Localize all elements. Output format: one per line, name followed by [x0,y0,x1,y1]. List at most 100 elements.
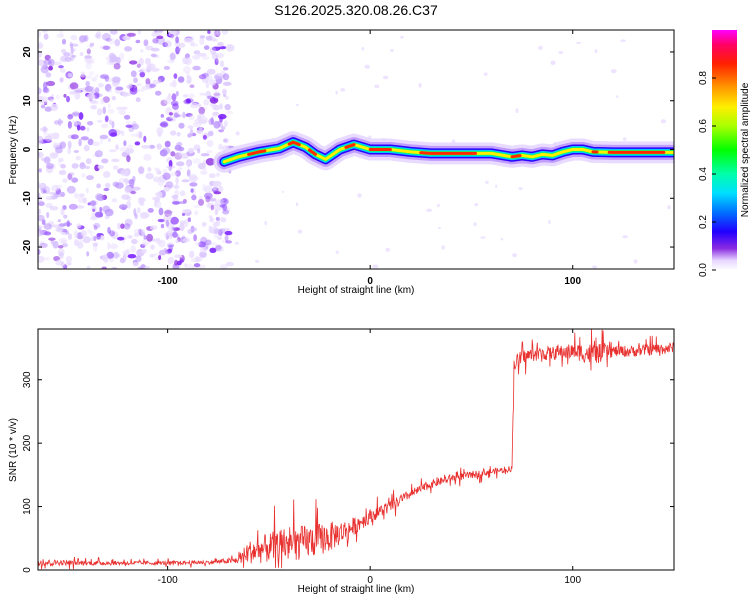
noise-speckle [172,201,181,205]
noise-speckle [46,165,54,174]
noise-speckle [80,71,86,78]
noise-speckle [111,96,117,101]
noise-speckle [153,252,161,257]
noise-speckle [80,230,87,237]
noise-speckle [485,180,489,184]
noise-speckle [123,114,131,120]
noise-speckle [94,87,100,94]
noise-speckle [182,94,189,98]
noise-speckle [184,263,188,268]
noise-speckle [40,187,46,194]
noise-speckle [108,149,117,153]
noise-speckle [150,244,155,250]
noise-speckle [138,69,144,73]
noise-speckle [217,185,224,193]
noise-speckle [213,228,222,234]
noise-speckle [108,119,113,125]
noise-speckle [55,259,64,266]
noise-speckle [147,208,154,213]
noise-speckle [137,266,142,269]
noise-speckle [218,129,225,133]
noise-speckle [134,141,141,146]
noise-speckle [170,151,176,157]
noise-speckle [38,96,44,104]
noise-speckle [193,50,201,55]
noise-speckle [69,43,79,47]
noise-speckle [59,55,67,63]
noise-speckle [610,69,617,74]
noise-speckle [91,77,98,82]
noise-speckle [184,57,192,66]
noise-speckle [56,33,65,39]
noise-speckle [167,215,172,222]
noise-speckle [206,139,214,148]
noise-speckle [99,206,103,213]
noise-speckle [198,198,204,206]
noise-speckle [122,35,130,41]
noise-speckle [169,33,174,39]
noise-speckle [73,192,79,199]
noise-speckle [40,60,47,69]
noise-speckle [197,113,206,119]
noise-speckle [167,256,175,265]
noise-speckle [127,235,133,239]
noise-speckle [121,206,127,211]
noise-speckle [86,48,91,55]
noise-speckle [199,92,208,96]
noise-speckle [86,93,96,100]
noise-speckle [82,197,87,204]
colorbar-tick-label: 0.4 [698,167,709,181]
noise-speckle [89,200,97,207]
noise-speckle [129,87,138,95]
noise-speckle [145,83,150,88]
noise-speckle [52,132,60,140]
noise-speckle [255,259,260,263]
noise-speckle [178,150,183,157]
noise-speckle [219,60,225,68]
noise-speckle [157,239,166,248]
noise-speckle [148,144,156,149]
noise-speckle [212,104,221,111]
noise-speckle [558,51,564,54]
noise-speckle [131,123,140,130]
noise-speckle [158,207,164,216]
noise-speckle [92,141,100,147]
snr-y-axis-label: SNR (10 * v/v) [8,418,19,482]
noise-speckle [214,75,221,80]
noise-speckle [118,52,125,61]
noise-speckle [48,58,52,65]
noise-speckle [75,155,81,161]
noise-speckle [86,265,91,269]
noise-speckle [154,240,163,244]
noise-speckle [57,219,61,223]
noise-speckle [149,253,156,258]
noise-speckle [205,158,215,166]
noise-speckle [222,73,230,81]
noise-speckle [667,205,671,210]
noise-speckle [176,132,181,137]
noise-speckle [113,63,121,70]
noise-speckle [79,162,86,170]
noise-speckle [178,167,183,171]
ridge-peak [307,148,317,156]
noise-speckle [120,130,125,137]
noise-speckle [71,134,79,140]
noise-speckle [226,110,234,115]
noise-speckle [159,149,168,157]
noise-speckle [96,194,105,202]
noise-speckle [60,169,66,175]
noise-speckle [54,184,63,189]
noise-speckle [500,237,504,241]
noise-speckle [52,142,58,148]
noise-speckle [136,83,142,87]
noise-speckle [115,144,119,150]
noise-speckle [59,120,64,124]
noise-speckle [622,235,628,239]
noise-speckle [223,137,230,144]
noise-speckle [222,209,230,215]
noise-speckle [131,238,138,245]
noise-speckle [111,76,121,84]
noise-speckle [90,100,100,105]
noise-speckle [212,221,218,228]
noise-speckle [199,246,208,254]
